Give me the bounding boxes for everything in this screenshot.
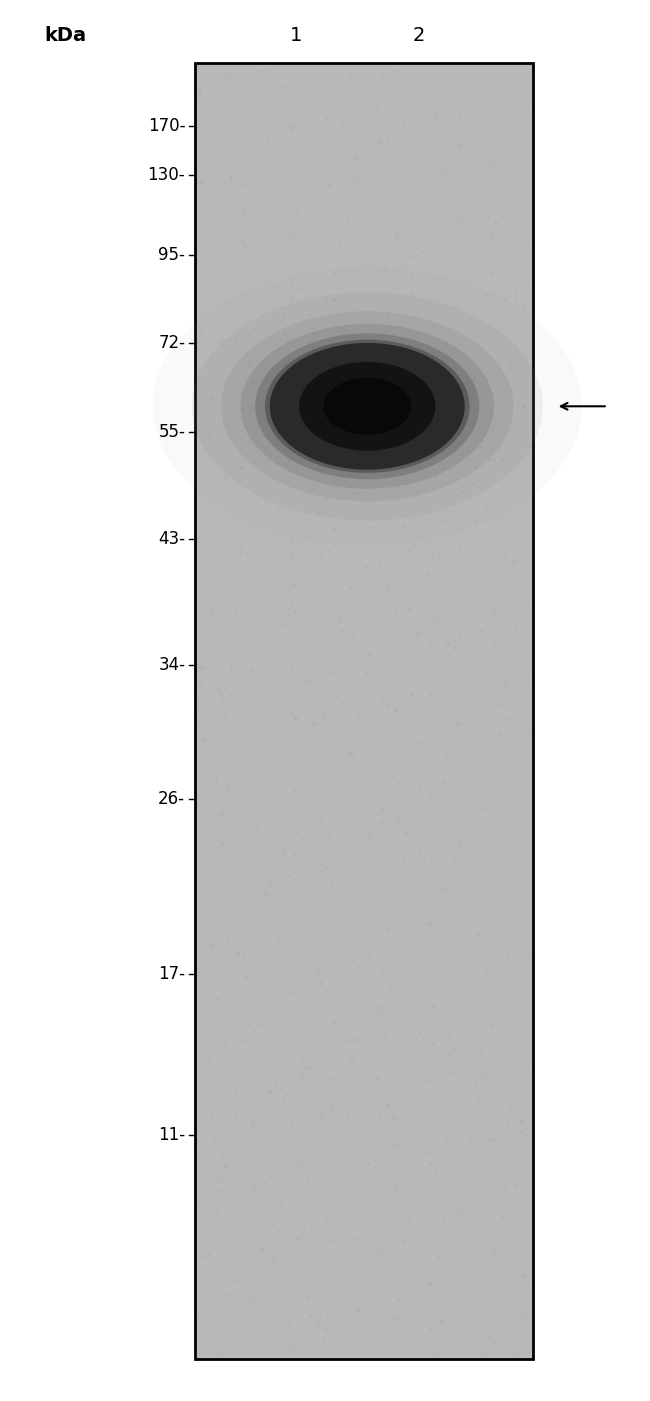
Ellipse shape <box>265 339 469 474</box>
Text: 26-: 26- <box>158 790 185 807</box>
Ellipse shape <box>153 266 582 546</box>
Text: 55-: 55- <box>159 423 185 440</box>
Text: 72-: 72- <box>158 335 185 352</box>
Text: 34-: 34- <box>158 657 185 674</box>
Text: 2: 2 <box>413 25 426 45</box>
Text: 17-: 17- <box>158 965 185 982</box>
Text: kDa: kDa <box>44 25 86 45</box>
Text: 170-: 170- <box>148 118 185 134</box>
Text: 1: 1 <box>289 25 302 45</box>
Ellipse shape <box>255 333 479 479</box>
Ellipse shape <box>270 343 465 469</box>
Ellipse shape <box>299 361 436 451</box>
Text: 11-: 11- <box>158 1126 185 1143</box>
Ellipse shape <box>240 324 494 489</box>
Ellipse shape <box>323 378 411 434</box>
Bar <box>195 63 533 1359</box>
Ellipse shape <box>221 311 514 502</box>
Text: 43-: 43- <box>158 531 185 548</box>
Ellipse shape <box>192 293 543 520</box>
Text: 95-: 95- <box>159 247 185 263</box>
Text: 130-: 130- <box>148 167 185 184</box>
